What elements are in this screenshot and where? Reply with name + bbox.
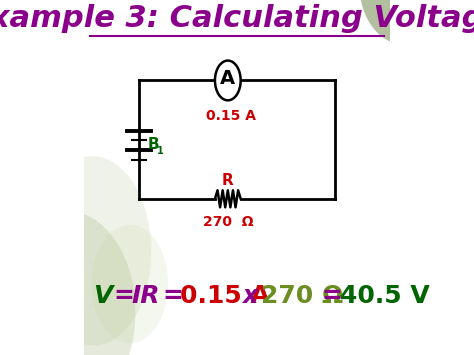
Text: Example 3: Calculating Voltage: Example 3: Calculating Voltage [0, 4, 474, 33]
Text: B: B [147, 137, 159, 152]
Text: IR: IR [131, 284, 160, 308]
Ellipse shape [0, 210, 136, 355]
Text: =: = [321, 284, 342, 308]
Text: 270 Ω: 270 Ω [262, 284, 344, 308]
Text: =: = [162, 284, 183, 308]
Ellipse shape [35, 156, 151, 345]
Ellipse shape [91, 225, 168, 343]
Text: =: = [113, 284, 134, 308]
Text: R: R [222, 173, 234, 188]
Text: A: A [220, 69, 236, 88]
Text: 40.5 V: 40.5 V [339, 284, 429, 308]
Text: 0.15 A: 0.15 A [180, 284, 270, 308]
Text: x: x [243, 284, 258, 308]
Text: 0.15 A: 0.15 A [206, 109, 256, 123]
Text: V: V [93, 284, 112, 308]
Text: 270  Ω: 270 Ω [202, 214, 253, 229]
Text: 1: 1 [156, 147, 163, 157]
Ellipse shape [359, 0, 451, 45]
Circle shape [215, 61, 241, 100]
